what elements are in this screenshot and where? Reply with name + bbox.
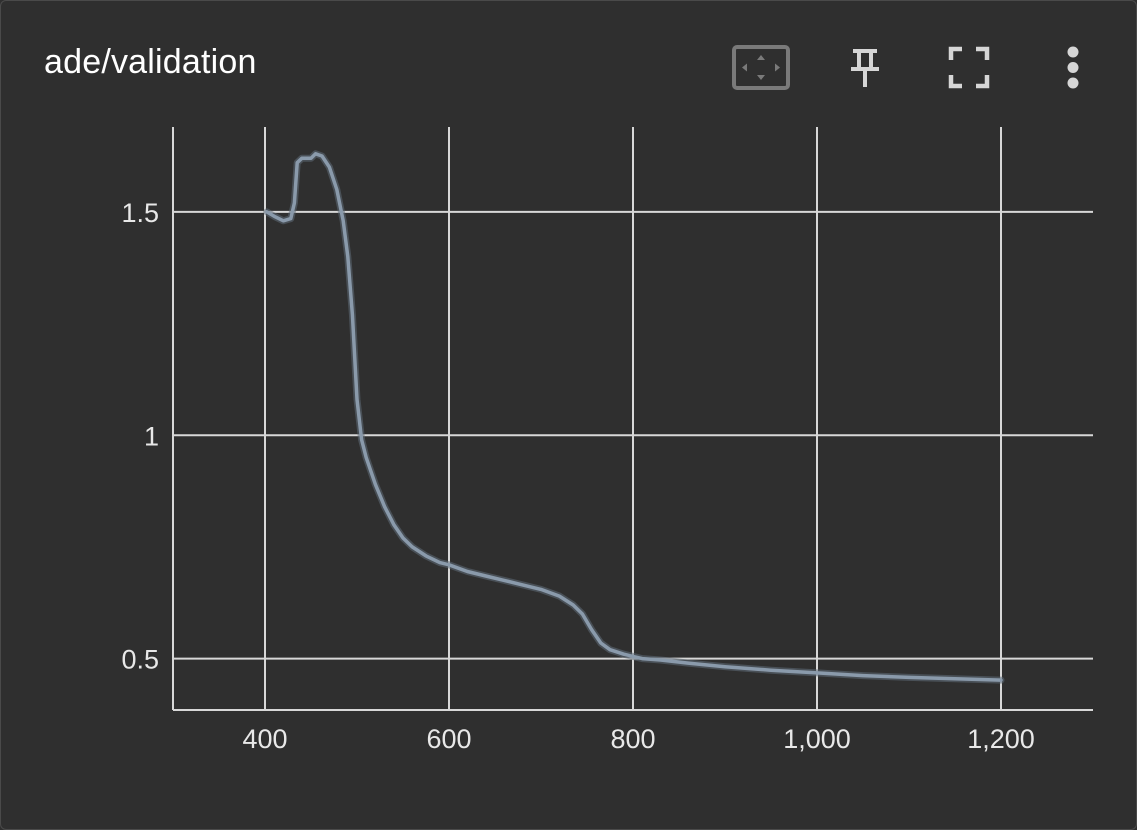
fullscreen-button[interactable] — [939, 41, 999, 97]
more-vert-icon — [1067, 46, 1079, 89]
fit-domain-button[interactable] — [731, 41, 791, 97]
x-tick-label: 600 — [426, 724, 471, 754]
pin-button[interactable] — [835, 41, 895, 97]
x-tick-label: 400 — [242, 724, 287, 754]
card-toolbar — [1, 41, 1136, 97]
x-tick-label: 1,000 — [783, 724, 851, 754]
tick-labels: 400 600 800 1,000 1,200 0.5 1 1.5 — [121, 198, 1034, 754]
pin-icon — [851, 49, 879, 87]
axes — [172, 127, 1093, 711]
grid-lines — [173, 127, 1093, 710]
series-layer — [263, 150, 1005, 684]
y-tick-label: 1 — [144, 421, 159, 451]
y-tick-label: 1.5 — [121, 198, 159, 228]
fullscreen-icon — [948, 46, 990, 89]
y-tick-label: 0.5 — [121, 645, 159, 675]
more-options-button[interactable] — [1043, 41, 1103, 97]
x-tick-label: 1,200 — [967, 724, 1035, 754]
card-title: ade/validation — [44, 43, 257, 81]
series-line[interactable] — [265, 152, 1003, 682]
x-tick-label: 800 — [610, 724, 655, 754]
fit-domain-icon — [732, 45, 790, 90]
